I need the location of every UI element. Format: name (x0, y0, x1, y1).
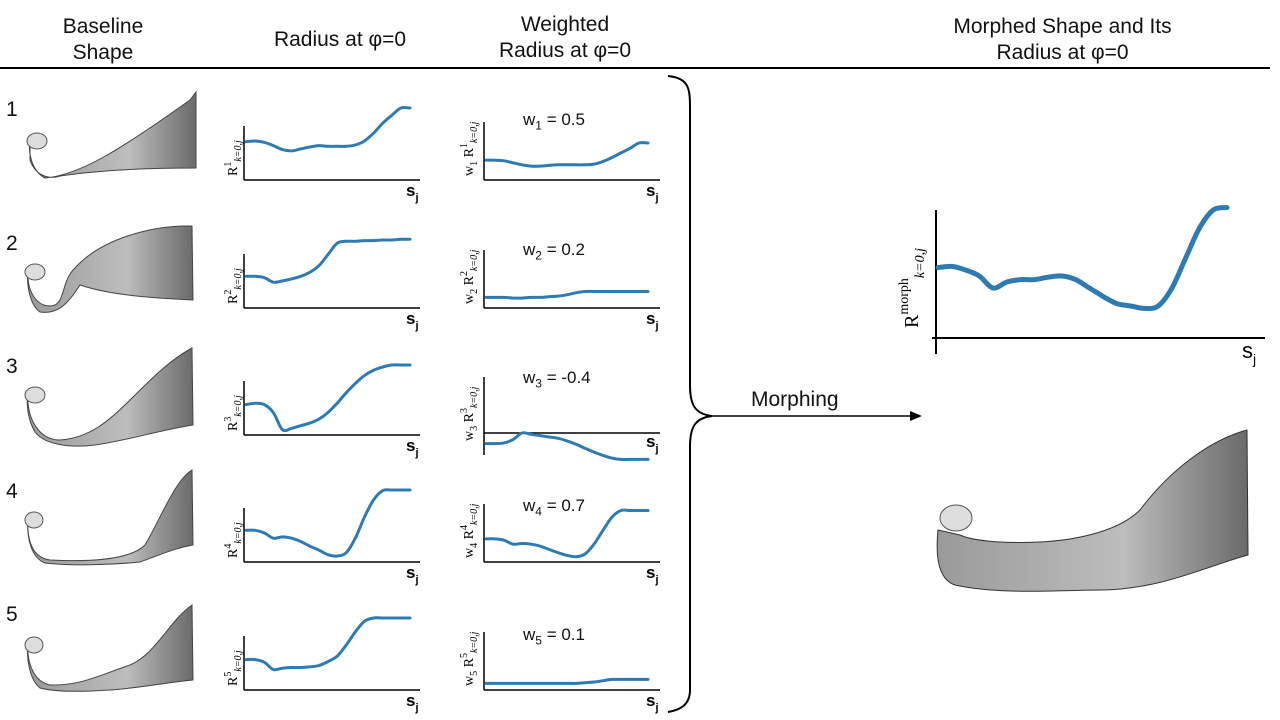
baseline-shape-1 (26, 90, 197, 179)
weight-prefix: w (523, 110, 536, 129)
radius-plot-xlabel-2: sj (406, 309, 419, 332)
weight-label-4: w4 = 0.7 (523, 496, 585, 519)
header-weighted-line1: Weighted (520, 13, 610, 36)
header-morphed-line1: Morphed Shape and Its (953, 15, 1172, 38)
weight-label-3: w3 = -0.4 (523, 368, 591, 391)
weighted-plot-xlabel-2: sj (646, 309, 659, 332)
baseline-shape-2 (24, 225, 194, 313)
bracket-brace (667, 75, 713, 713)
header-radius: Radius at φ=0 (240, 27, 440, 53)
weight-value: 0.1 (561, 625, 585, 644)
header-baseline-line2: Shape (72, 41, 134, 64)
header-weighted-radius: Weighted Radius at φ=0 (465, 12, 665, 64)
weight-value: 0.2 (561, 240, 585, 259)
radius-plot-ylabel-5: R5k=0,j (223, 650, 244, 686)
weighted-curve-5 (484, 677, 650, 685)
weight-prefix: w (523, 368, 536, 387)
weight-label-2: w2 = 0.2 (523, 240, 585, 263)
radius-plot-xlabel-5: sj (406, 691, 419, 714)
row-number-1: 1 (6, 98, 18, 121)
header-baseline-line1: Baseline (62, 15, 144, 38)
morph-plot-xlabel: sj (1242, 338, 1256, 367)
weighted-plot-ylabel-3: w3 R3k=0,j (459, 386, 480, 441)
weighted-curve-1 (484, 141, 650, 168)
row-number-5: 5 (6, 603, 18, 626)
weighted-plot-xlabel-4: sj (646, 563, 659, 586)
morph-curve (935, 205, 1230, 312)
weight-prefix: w (523, 240, 536, 259)
header-morphed-line2: Radius at φ=0 (996, 41, 1129, 64)
radius-curve-4 (244, 488, 412, 558)
morphing-label: Morphing (751, 388, 839, 411)
morphing-arrow-head (910, 411, 922, 421)
weight-sub: 3 (535, 376, 542, 391)
radius-plot-xlabel-4: sj (406, 563, 419, 586)
radius-curve-3 (244, 363, 412, 433)
radius-plot-xlabel-1: sj (406, 181, 419, 204)
weight-value: 0.7 (561, 496, 585, 515)
radius-plot-ylabel-1: R1k=0,j (223, 140, 244, 176)
row-number-3: 3 (6, 355, 18, 378)
header-morphed-shape: Morphed Shape and Its Radius at φ=0 (925, 14, 1200, 66)
radius-curve-5 (244, 616, 412, 672)
header-weighted-line2: Radius at φ=0 (498, 39, 632, 62)
radius-plot-ylabel-4: R4k=0,j (223, 522, 244, 558)
header-radius-text: Radius at φ=0 (273, 28, 407, 51)
weight-prefix: w (523, 496, 536, 515)
weighted-curve-2 (484, 289, 650, 300)
weighted-plot-xlabel-3: sj (646, 432, 659, 455)
weight-sub: 1 (535, 118, 542, 133)
header-baseline-shape: Baseline Shape (48, 14, 158, 66)
morphed-shape (936, 429, 1249, 592)
weighted-curve-4 (484, 508, 650, 559)
baseline-shape-4 (24, 469, 194, 566)
radius-curve-1 (244, 105, 412, 153)
weight-prefix: w (523, 625, 536, 644)
radius-plot-ylabel-2: R2k=0,j (223, 268, 244, 304)
weighted-curve-3 (484, 431, 650, 461)
weighted-plot-ylabel-4: w4 R4k=0,j (459, 503, 480, 558)
weighted-plot-ylabel-5: w5 R5k=0,j (459, 631, 480, 686)
weight-value: 0.5 (561, 110, 585, 129)
radius-plot-ylabel-3: R3k=0,j (223, 395, 244, 431)
plots-group: sj R1k=0,j sj w1 R1k=0,j sj R2k=0,j sj w2 R2k=0… (223, 105, 1265, 714)
weighted-plot-xlabel-1: sj (646, 181, 659, 204)
weight-value: -0.4 (561, 368, 591, 387)
radius-plot-xlabel-3: sj (406, 436, 419, 459)
morph-plot-ylabel: Rmorphk=0,j (897, 248, 928, 328)
baseline-shape-3 (24, 347, 194, 447)
weight-sub: 4 (535, 504, 542, 519)
weighted-plot-xlabel-5: sj (646, 691, 659, 714)
row-number-4: 4 (6, 480, 18, 503)
weight-sub: 2 (535, 248, 542, 263)
weight-sub: 5 (535, 633, 542, 648)
radius-curve-2 (244, 237, 412, 284)
weight-label-1: w1 = 0.5 (523, 110, 585, 133)
weighted-plot-ylabel-1: w1 R1k=0,j (459, 121, 480, 176)
baseline-shape-5 (24, 604, 194, 692)
weight-label-5: w5 = 0.1 (523, 625, 585, 648)
row-number-2: 2 (6, 232, 18, 255)
weighted-plot-ylabel-2: w2 R2k=0,j (459, 249, 480, 304)
